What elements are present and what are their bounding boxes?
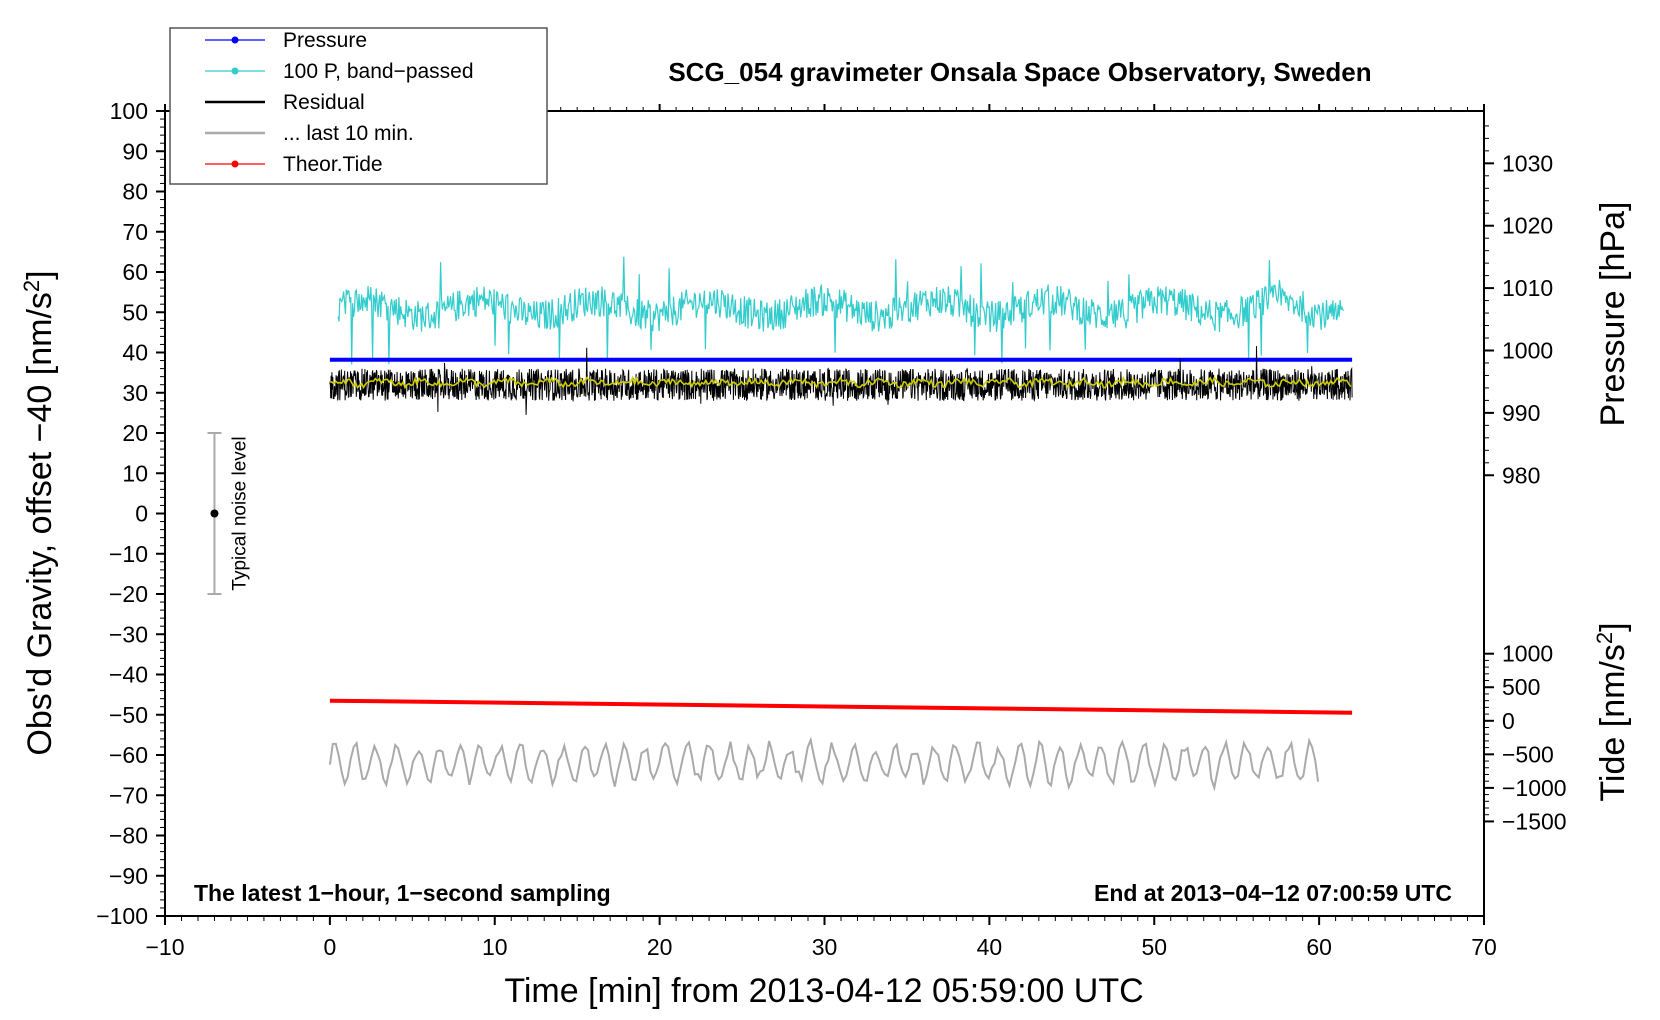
- noise-bar-label: Typical noise level: [229, 436, 250, 590]
- pressure-tick-label: 990: [1502, 400, 1540, 426]
- noise-indicator: Typical noise level: [207, 432, 250, 595]
- pressure-tick-label: 980: [1502, 462, 1540, 488]
- legend-label: Theor.Tide: [283, 153, 383, 176]
- chart-title: SCG_054 gravimeter Onsala Space Observat…: [668, 57, 1371, 87]
- legend-swatch-marker: [231, 160, 239, 168]
- series-residual-smoothed-line: [329, 375, 1352, 390]
- noise-bar-center-dot: [210, 509, 219, 518]
- x-tick-label: 50: [1141, 934, 1167, 960]
- y-tick-label: 60: [122, 259, 148, 285]
- y-tick-label: −90: [109, 863, 148, 889]
- series-layer: [328, 256, 1353, 792]
- y-tick-label: −20: [109, 581, 148, 607]
- x-tick-label: 70: [1471, 934, 1497, 960]
- annotation-end-time: End at 2013−04−12 07:00:59 UTC: [1094, 880, 1452, 906]
- y-tick-label: −40: [109, 662, 148, 688]
- x-tick-label: 40: [977, 934, 1003, 960]
- y-tick-label: 50: [122, 299, 148, 325]
- y-tick-label: 70: [122, 219, 148, 245]
- y-tick-label: 30: [122, 380, 148, 406]
- x-tick-label: 0: [323, 934, 336, 960]
- x-tick-label: 60: [1306, 934, 1332, 960]
- legend-label: Residual: [283, 91, 365, 114]
- pressure-tick-label: 1030: [1502, 150, 1553, 176]
- y-tick-label: 100: [110, 98, 148, 124]
- series-band-passed-pressure-line: [337, 256, 1345, 365]
- x-axis-label: Time [min] from 2013-04-12 05:59:00 UTC: [504, 972, 1143, 1010]
- y-tick-label: 80: [122, 179, 148, 205]
- tide-tick-label: −500: [1502, 741, 1554, 767]
- tick-layer: −10 0 10 20 30 40 50 60 701009080706050403020100…: [96, 98, 1566, 960]
- legend-swatch-marker: [231, 67, 239, 75]
- legend: Pressure 100 P, band−passed Residual ... la…: [169, 27, 548, 185]
- y-tick-label: −70: [109, 782, 148, 808]
- pressure-tick-label: 1000: [1502, 337, 1553, 363]
- tide-tick-label: 0: [1502, 708, 1515, 734]
- tide-tick-label: −1000: [1502, 775, 1567, 801]
- x-tick-label: 10: [482, 934, 508, 960]
- x-tick-label: −10: [145, 934, 184, 960]
- y-tick-label: −80: [109, 823, 148, 849]
- y-tick-label: −60: [109, 742, 148, 768]
- y-tick-label: 20: [122, 420, 148, 446]
- series-residual-line: [329, 346, 1353, 415]
- legend-label: ... last 10 min.: [283, 122, 414, 145]
- y-tick-label: −10: [109, 541, 148, 567]
- y-tick-label: −100: [96, 903, 148, 929]
- legend-label: Pressure: [283, 29, 367, 52]
- y-tick-label: 0: [135, 501, 148, 527]
- y-axis-label-left: Obs'd Gravity, offset −40 [nm/s2]: [19, 270, 60, 755]
- tide-tick-label: 1000: [1502, 641, 1553, 667]
- series-theor-tide-line: [329, 698, 1353, 715]
- y-axis-label-pressure: Pressure [hPa]: [1594, 202, 1632, 427]
- y-axis-label-tide: Tide [nm/s2]: [1592, 622, 1633, 801]
- pressure-tick-label: 1010: [1502, 275, 1553, 301]
- y-tick-label: 90: [122, 138, 148, 164]
- annotation-latest-hour: The latest 1−hour, 1−second sampling: [194, 880, 611, 906]
- legend-label: 100 P, band−passed: [283, 60, 474, 83]
- series-last-10-min-line: [328, 736, 1320, 792]
- legend-box: [169, 27, 548, 185]
- legend-items: Pressure 100 P, band−passed Residual ... la…: [205, 29, 474, 176]
- x-tick-label: 20: [647, 934, 673, 960]
- x-tick-label: 30: [812, 934, 838, 960]
- y-tick-label: −30: [109, 621, 148, 647]
- legend-swatch-marker: [231, 36, 239, 44]
- y-tick-label: −50: [109, 702, 148, 728]
- tide-tick-label: 500: [1502, 674, 1540, 700]
- pressure-tick-label: 1020: [1502, 213, 1553, 239]
- tide-tick-label: −1500: [1502, 808, 1567, 834]
- y-tick-label: 10: [122, 460, 148, 486]
- y-tick-label: 40: [122, 340, 148, 366]
